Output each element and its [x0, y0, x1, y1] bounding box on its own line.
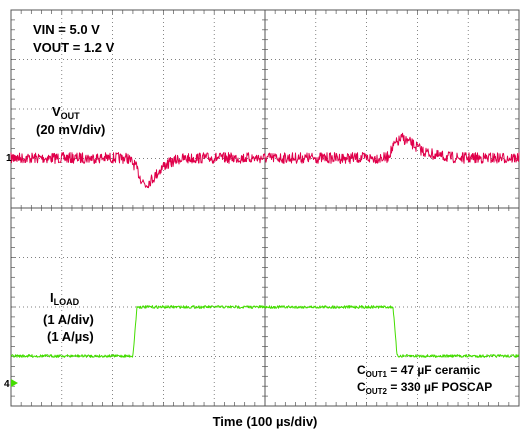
- traces: [10, 132, 520, 358]
- ch1-marker-number: 1: [6, 153, 12, 164]
- cout1-main: C: [357, 363, 366, 377]
- ch4-marker-number: 4: [4, 379, 10, 390]
- cout1-text: = 47 µF ceramic: [387, 363, 481, 377]
- cout2-annotation: COUT2 = 330 µF POSCAP: [357, 380, 492, 396]
- trace-iload: [10, 305, 520, 358]
- cout2-text: = 330 µF POSCAP: [387, 380, 492, 394]
- cout2-main: C: [357, 380, 366, 394]
- cout1-sub: OUT1: [366, 370, 388, 379]
- graticule-ticks: [10, 9, 519, 406]
- vout-label-sub: OUT: [61, 111, 81, 121]
- ch1-marker-arrow: [13, 154, 20, 162]
- vout-condition: VOUT = 1.2 V: [33, 40, 115, 55]
- iload-slew: (1 A/µs): [47, 329, 94, 344]
- cout2-sub: OUT2: [366, 387, 388, 396]
- ch4-marker-arrow: [11, 379, 18, 387]
- iload-trace-label: ILOAD: [50, 290, 80, 307]
- iload-label-sub: LOAD: [54, 297, 80, 307]
- vout-label-main: V: [52, 104, 61, 119]
- cout1-annotation: COUT1 = 47 µF ceramic: [357, 363, 481, 379]
- iload-label-main: I: [50, 290, 54, 305]
- trace-vout: [10, 132, 520, 189]
- x-axis-label: Time (100 µs/div): [213, 414, 318, 429]
- vout-trace-label: VOUT: [52, 104, 80, 121]
- vout-scale: (20 mV/div): [36, 122, 105, 137]
- vin-condition: VIN = 5.0 V: [33, 22, 100, 37]
- iload-scale: (1 A/div): [43, 312, 94, 327]
- graticule: [10, 9, 520, 407]
